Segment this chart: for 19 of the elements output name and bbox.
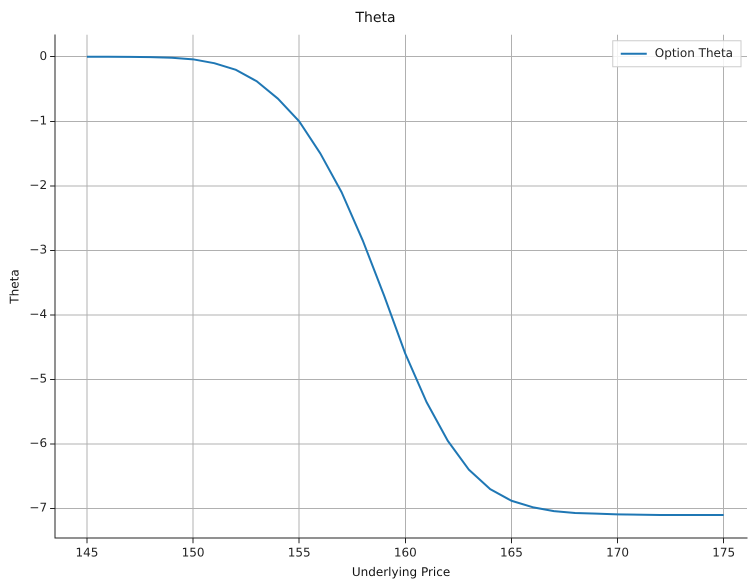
y-tick-label: −4 bbox=[29, 307, 48, 322]
y-tick-label: −1 bbox=[29, 113, 48, 128]
x-tick-label: 145 bbox=[75, 546, 98, 560]
y-tick-label: −5 bbox=[29, 372, 48, 386]
y-axis-title: Theta bbox=[7, 269, 22, 305]
chart-title: Theta bbox=[354, 10, 396, 26]
x-tick-label: 165 bbox=[500, 546, 523, 560]
y-tick-label: −2 bbox=[29, 178, 48, 192]
x-tick-label: 155 bbox=[288, 546, 311, 560]
y-tick-label: −7 bbox=[29, 500, 48, 515]
x-axis-title: Underlying Price bbox=[352, 564, 450, 579]
x-tick-label: 170 bbox=[606, 546, 629, 560]
x-tick-label: 150 bbox=[182, 546, 204, 560]
x-tick-label: 175 bbox=[712, 546, 736, 560]
y-tick-label: −6 bbox=[29, 436, 48, 450]
legend-label: Option Theta bbox=[654, 46, 734, 60]
y-tick-label: −3 bbox=[29, 242, 48, 256]
x-tick-label: 160 bbox=[394, 546, 417, 560]
y-tick-label: 0 bbox=[39, 48, 48, 63]
